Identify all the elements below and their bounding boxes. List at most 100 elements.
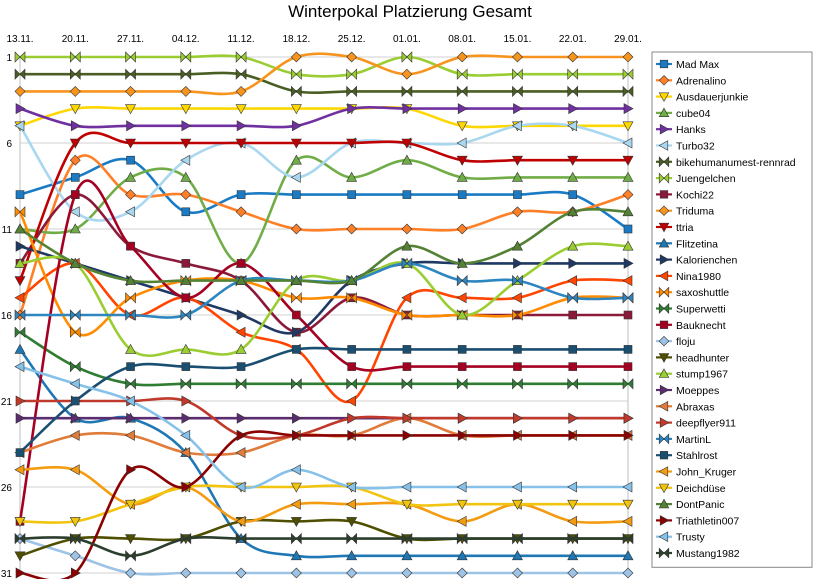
- data-point: [456, 481, 467, 493]
- data-point: [457, 345, 467, 354]
- data-point: [567, 567, 579, 579]
- data-point: [456, 292, 467, 304]
- legend-label: Stahlrost: [676, 450, 718, 462]
- data-point: [124, 395, 135, 407]
- data-point: [290, 138, 302, 149]
- series-line: [19, 465, 629, 524]
- data-point: [235, 51, 247, 63]
- data-point: [15, 240, 26, 252]
- legend-item: Nina1980: [656, 270, 721, 283]
- data-point: [346, 550, 358, 561]
- data-point: [69, 138, 81, 149]
- series-line: [19, 207, 629, 285]
- data-point: [236, 412, 247, 424]
- data-point: [513, 362, 522, 371]
- data-point: [14, 257, 26, 268]
- data-point: [292, 190, 301, 199]
- data-point: [511, 171, 523, 182]
- data-point: [69, 517, 81, 528]
- data-point: [290, 274, 302, 285]
- y-tick-label: 21: [1, 397, 13, 408]
- data-point: [346, 395, 356, 407]
- legend-marker: [658, 222, 670, 233]
- legend-item: headhunter: [656, 352, 730, 364]
- data-point: [622, 275, 633, 287]
- data-point: [622, 68, 634, 80]
- legend-marker: [658, 353, 670, 363]
- data-point: [456, 85, 468, 98]
- legend-marker: [659, 190, 669, 199]
- data-point: [70, 567, 81, 579]
- legend-label: Abraxas: [676, 401, 715, 413]
- data-point: [124, 206, 135, 218]
- data-point: [401, 532, 413, 545]
- data-point: [346, 138, 358, 149]
- data-point: [568, 257, 579, 269]
- data-point: [567, 292, 579, 304]
- legend-label: Kalorienchen: [676, 255, 737, 267]
- data-point: [623, 345, 633, 354]
- legend-item: saxoshuttle: [656, 286, 729, 299]
- data-point: [456, 68, 468, 80]
- legend-marker: [659, 123, 670, 135]
- data-point: [511, 481, 522, 493]
- data-point: [235, 532, 247, 545]
- legend-item: Hanks: [656, 123, 706, 136]
- legend-marker: [658, 302, 670, 315]
- data-point: [125, 534, 137, 545]
- data-point: [622, 171, 634, 182]
- x-tick-label: 15.01.: [504, 34, 532, 45]
- data-point: [623, 257, 634, 269]
- data-point: [292, 412, 302, 424]
- series-3: [14, 154, 634, 268]
- series-line: [19, 484, 628, 524]
- data-point: [181, 481, 192, 493]
- data-point: [70, 190, 80, 199]
- data-point: [512, 85, 523, 98]
- data-point: [125, 274, 137, 285]
- data-point: [401, 378, 413, 390]
- data-point: [567, 155, 579, 166]
- data-point: [126, 464, 137, 476]
- series-23: [14, 257, 634, 321]
- legend-marker: [658, 433, 670, 445]
- x-tick-label: 29.01.: [614, 34, 642, 45]
- data-point: [235, 481, 246, 493]
- legend-marker: [659, 320, 669, 329]
- data-point: [236, 309, 247, 321]
- data-point: [69, 257, 81, 268]
- data-point: [180, 104, 192, 115]
- data-point: [622, 292, 634, 304]
- legend-marker: [658, 286, 670, 298]
- data-point: [456, 532, 468, 545]
- data-point: [347, 190, 356, 199]
- data-point: [456, 499, 468, 510]
- chart-title: Winterpokal Platzierung Gesamt: [288, 2, 532, 21]
- data-point: [125, 189, 136, 201]
- data-point: [180, 189, 192, 201]
- data-point: [69, 360, 81, 373]
- data-point: [14, 68, 26, 80]
- series-4: [15, 103, 634, 132]
- data-point: [290, 154, 302, 165]
- series-9: [14, 51, 634, 97]
- legend-marker: [658, 483, 670, 494]
- data-point: [291, 85, 302, 98]
- data-point: [346, 51, 358, 63]
- data-point: [180, 171, 192, 182]
- data-point: [181, 259, 191, 268]
- data-point: [457, 103, 468, 115]
- y-tick-label: 16: [1, 311, 13, 322]
- data-point: [69, 104, 81, 115]
- legend-label: ttria: [676, 222, 694, 234]
- data-point: [125, 343, 137, 354]
- data-point: [513, 103, 524, 115]
- data-point: [180, 343, 192, 354]
- legend-item: Ausdauerjunkie: [656, 92, 749, 104]
- data-point: [14, 551, 26, 562]
- data-point: [622, 155, 634, 166]
- data-point: [236, 120, 247, 132]
- y-tick-label: 31: [1, 569, 13, 579]
- legend-marker: [658, 531, 669, 543]
- data-point: [14, 343, 26, 354]
